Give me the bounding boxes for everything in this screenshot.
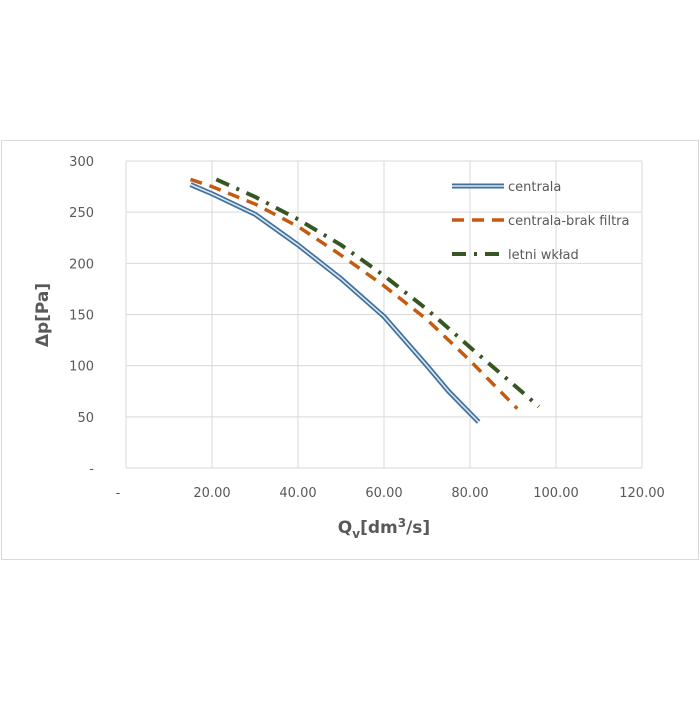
y-tick-label: - [89,462,94,477]
x-label-part: v [352,527,360,541]
x-tick-label: 40.00 [279,486,316,501]
legend-label: centrala [508,180,561,195]
series-line [215,177,541,409]
y-tick-label: 100 [69,360,94,375]
chart-border [1,140,699,560]
x-label-part: 3 [398,516,406,530]
x-label-part: /s] [406,518,430,538]
x-tick-label: - [116,486,121,501]
x-label-part: Q [338,518,352,538]
legend-label: centrala-brak filtra [508,214,630,229]
y-tick-label: 300 [69,155,94,170]
series-line [189,177,519,410]
line-highlight [190,183,480,423]
x-tick-label: 20.00 [193,486,230,501]
x-tick-label: 60.00 [365,486,402,501]
legend-label: letni wkład [508,248,579,263]
x-tick-label: 80.00 [451,486,488,501]
x-tick-label: 120.00 [619,486,665,501]
y-tick-label: 250 [69,206,94,221]
x-axis-label: Qv[dm3/s] [338,516,430,541]
x-label-part: [dm [360,518,398,538]
x-tick-label: 100.00 [533,486,579,501]
y-tick-label: 50 [77,411,94,426]
y-tick-label: 150 [69,309,94,324]
y-axis-label: Δp[Pa] [33,283,53,347]
y-tick-label: 200 [69,257,94,272]
